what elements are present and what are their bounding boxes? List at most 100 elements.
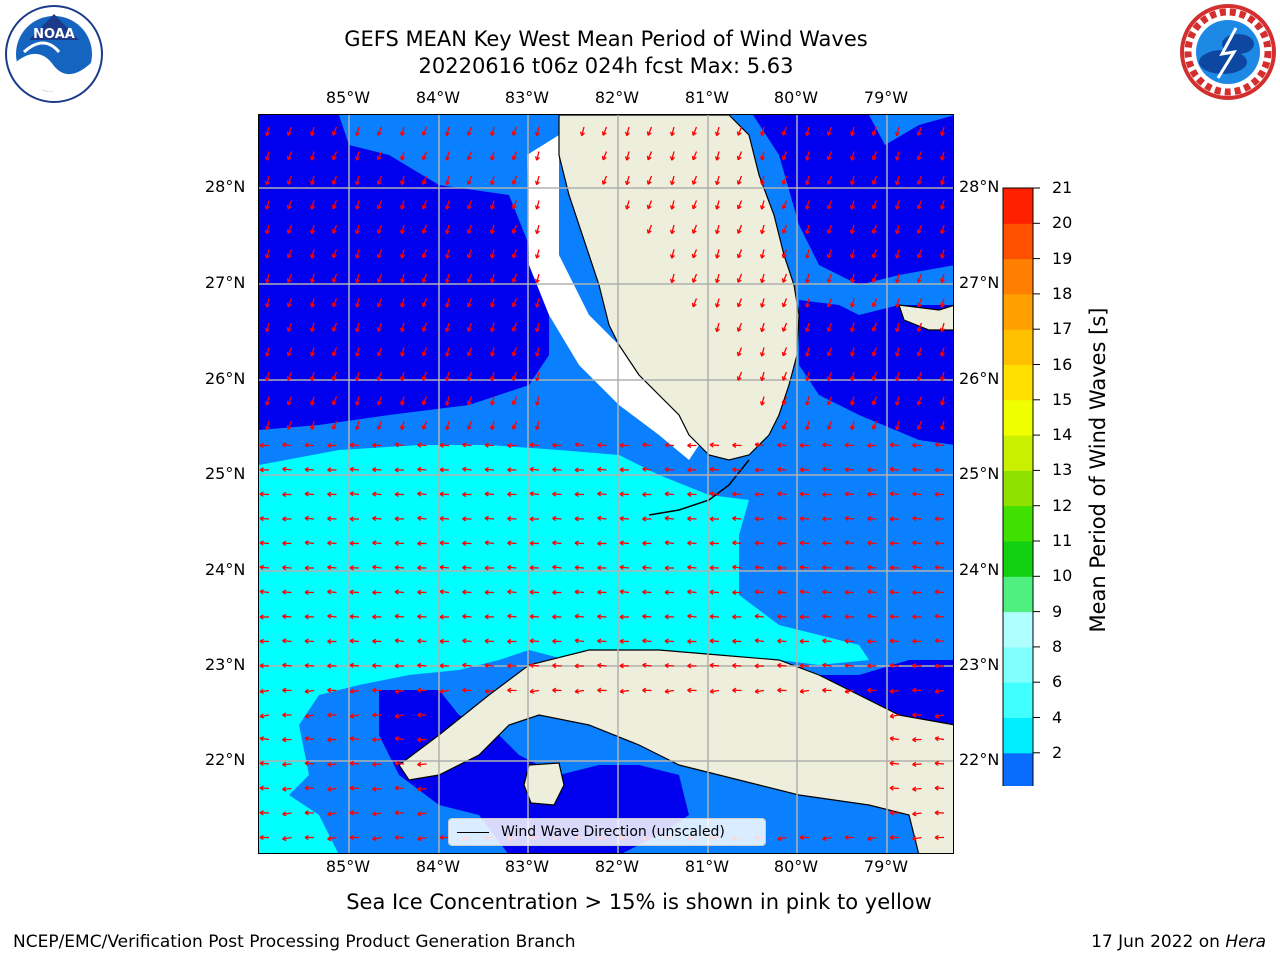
wave-arrow-head	[777, 662, 782, 669]
lat-label-right-28n: 28°N	[959, 177, 1000, 196]
wave-arrow-head	[799, 834, 804, 841]
wave-arrow	[512, 151, 518, 161]
wave-arrow	[692, 224, 698, 234]
wave-arrow	[844, 444, 855, 447]
wave-arrow	[349, 615, 360, 618]
wave-arrow-head	[714, 156, 720, 161]
wave-arrow-head	[444, 352, 450, 357]
wave-arrow	[867, 566, 877, 569]
wave-arrow-head	[489, 327, 495, 333]
wave-arrow-head	[939, 425, 945, 431]
wave-arrow	[552, 664, 562, 667]
wave-arrow-head	[889, 491, 894, 497]
wave-arrow-head	[462, 662, 467, 668]
wave-arrow-head	[489, 180, 495, 186]
wave-arrow-head	[804, 156, 810, 161]
wave-arrow-head	[579, 131, 585, 137]
wave-arrow	[266, 347, 270, 357]
wave-arrow	[597, 468, 607, 471]
wave-arrow-head	[849, 229, 855, 235]
wave-arrow	[356, 273, 360, 283]
wave-arrow	[896, 322, 900, 332]
wave-arrow-head	[664, 663, 669, 669]
wave-arrow-head	[309, 254, 315, 259]
wave-arrow	[446, 298, 450, 308]
wave-arrow	[446, 151, 450, 161]
colorbar-tick-label: 18	[1052, 283, 1073, 303]
wave-arrow-head	[759, 180, 765, 186]
wave-arrow	[311, 347, 315, 357]
wave-arrow	[716, 249, 720, 259]
wave-arrow-head	[372, 589, 377, 596]
wave-arrow	[799, 517, 810, 520]
wave-arrow	[327, 812, 337, 815]
wave-arrow-head	[304, 810, 309, 816]
wave-arrow	[934, 787, 945, 790]
wave-arrow-head	[466, 180, 472, 185]
map-panel	[258, 114, 954, 854]
wave-arrow-head	[597, 565, 602, 571]
wave-arrow-head	[327, 564, 332, 571]
map-canvas	[259, 115, 953, 853]
wave-arrow-head	[399, 254, 405, 259]
wave-arrow-head	[826, 180, 832, 185]
wave-arrow	[872, 126, 878, 136]
wave-arrow-head	[264, 229, 270, 235]
wave-arrow	[777, 492, 787, 496]
wave-arrow-head	[439, 614, 444, 620]
light-region-band	[259, 445, 869, 795]
wave-arrow-head	[709, 491, 714, 497]
wave-arrow-head	[282, 540, 287, 546]
wave-arrow	[782, 151, 788, 161]
wave-arrow	[737, 249, 743, 259]
wave-arrow-head	[709, 516, 714, 522]
wave-arrow	[536, 420, 540, 430]
wave-arrow-head	[601, 155, 607, 161]
wave-arrow-head	[646, 204, 652, 210]
wave-arrow-head	[462, 491, 467, 498]
wave-arrow-head	[376, 180, 382, 185]
wave-arrow-head	[939, 229, 945, 235]
wave-arrow-head	[421, 229, 427, 234]
wave-arrow-head	[552, 540, 557, 546]
wave-arrow-head	[354, 180, 360, 186]
wave-arrow-head	[511, 229, 517, 234]
wave-arrow-head	[826, 204, 832, 210]
wave-arrow-head	[372, 638, 377, 644]
wave-arrow	[311, 371, 315, 381]
wave-arrow	[777, 468, 787, 471]
wave-arrow-head	[709, 540, 714, 547]
wave-arrow-head	[507, 663, 512, 669]
wave-arrow-head	[799, 663, 804, 669]
wave-arrow	[692, 298, 698, 308]
wave-arrow-head	[871, 253, 877, 259]
wave-arrow-head	[354, 156, 360, 161]
wave-arrow	[777, 517, 787, 520]
wave-arrow	[417, 763, 427, 766]
wave-arrow	[311, 151, 315, 161]
wave-arrow	[356, 249, 360, 259]
wave-arrow	[912, 812, 922, 815]
wave-arrow	[889, 664, 900, 667]
wave-arrow	[282, 812, 292, 815]
wave-arrow-head	[574, 638, 579, 644]
wave-arrow	[935, 443, 945, 447]
wave-arrow-head	[714, 303, 720, 308]
wave-arrow	[462, 615, 472, 618]
lon-label-bottom-83w: 83°W	[504, 857, 550, 876]
wave-arrow-head	[421, 400, 427, 406]
wave-arrow-head	[439, 540, 444, 546]
wave-arrow-head	[849, 180, 855, 186]
wave-arrow	[896, 298, 900, 308]
wave-arrow	[806, 126, 810, 136]
wave-arrow	[467, 151, 473, 161]
wave-arrow	[687, 615, 697, 618]
wave-arrow	[642, 468, 652, 471]
wave-arrow-head	[736, 204, 742, 210]
wave-arrow	[311, 224, 315, 234]
wave-arrow	[889, 444, 900, 447]
lon-label-bottom-80w: 80°W	[773, 857, 819, 876]
wave-arrow-head	[394, 760, 399, 767]
wave-arrow-head	[372, 491, 377, 497]
wave-arrow	[349, 714, 360, 718]
